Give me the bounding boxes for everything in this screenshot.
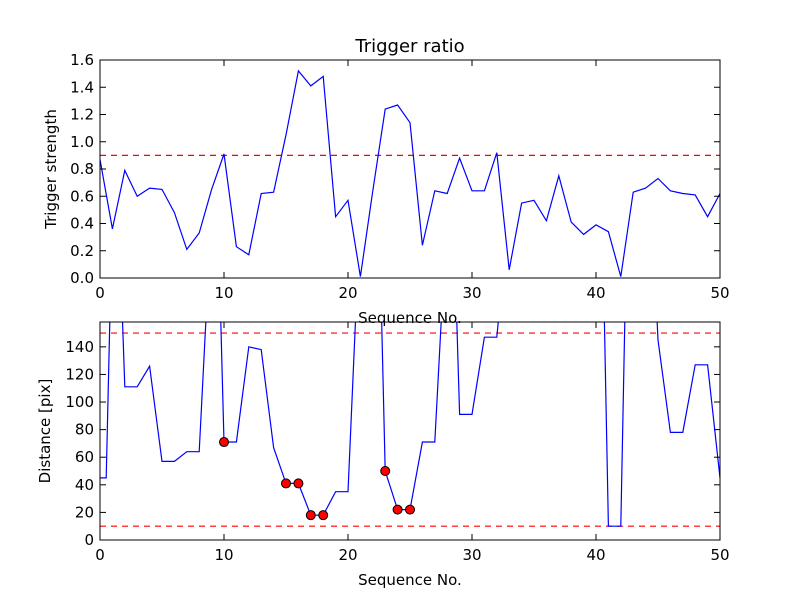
- bottom-axes-frame: [99, 321, 721, 541]
- bottom-plot-area: [100, 322, 720, 527]
- bottom-marker-point: [219, 437, 229, 448]
- top-x-tick-label: 50: [710, 284, 729, 302]
- bottom-chart: 0 10 20 30 40 50 0 20 40 60 80 100 120 140 Sequence N…: [36, 321, 730, 589]
- top-y-tick-label: 1.0: [70, 133, 94, 151]
- bottom-y-tick-label: 80: [75, 421, 94, 439]
- bottom-x-tick-label: 0: [95, 546, 105, 564]
- bottom-marker-point: [293, 478, 304, 489]
- top-chart: Trigger ratio 0 10 20 30 40 50 0.0 0.2 0.4 0.6 0.8…: [42, 36, 730, 327]
- bottom-y-tick-label: 60: [75, 448, 94, 466]
- bottom-series-line: [100, 322, 720, 527]
- top-y-tick-label: 1.4: [70, 78, 94, 96]
- bottom-marker-point: [392, 504, 403, 515]
- top-plot-area: [100, 69, 720, 277]
- top-y-tick-label: 0.0: [70, 269, 94, 287]
- top-ticks: 0 10 20 30 40 50 0.0 0.2 0.4 0.6 0.8 1.0 1.2 1.4 1.6: [70, 51, 729, 302]
- bottom-y-axis-label: Distance [pix]: [36, 379, 54, 484]
- top-x-axis-label: Sequence No.: [358, 309, 462, 327]
- bottom-ticks: 0 10 20 30 40 50 0 20 40 60 80 100 120 140: [65, 322, 730, 564]
- bottom-x-tick-label: 30: [462, 546, 481, 564]
- top-x-tick-label: 10: [214, 284, 233, 302]
- top-chart-title: Trigger ratio: [354, 36, 464, 57]
- top-y-tick-label: 1.2: [70, 106, 94, 124]
- top-series-line: [100, 69, 720, 277]
- bottom-x-axis-label: Sequence No.: [358, 571, 462, 589]
- bottom-x-tick-label: 20: [338, 546, 357, 564]
- bottom-y-tick-label: 100: [65, 393, 94, 411]
- top-x-tick-label: 0: [95, 284, 105, 302]
- top-y-tick-label: 0.6: [70, 187, 94, 205]
- bottom-y-tick-label: 140: [65, 338, 94, 356]
- top-y-tick-label: 1.6: [70, 51, 94, 69]
- bottom-y-tick-label: 120: [65, 365, 94, 383]
- top-y-tick-label: 0.8: [70, 160, 94, 178]
- bottom-marker-point: [380, 466, 391, 477]
- bottom-marker-point: [405, 504, 415, 515]
- bottom-marker-point: [305, 510, 316, 521]
- top-y-axis-label: Trigger strength: [42, 109, 60, 230]
- bottom-marker-point: [318, 510, 329, 521]
- top-y-tick-label: 0.2: [70, 242, 94, 260]
- bottom-marker-point: [281, 478, 291, 489]
- top-x-tick-label: 30: [462, 284, 481, 302]
- top-x-tick-label: 20: [338, 284, 357, 302]
- bottom-x-tick-label: 10: [214, 546, 233, 564]
- top-x-tick-label: 40: [586, 284, 605, 302]
- top-y-tick-label: 0.4: [70, 215, 94, 233]
- bottom-y-tick-label: 20: [75, 503, 94, 521]
- bottom-y-tick-label: 40: [75, 476, 94, 494]
- bottom-x-tick-label: 50: [710, 546, 729, 564]
- bottom-x-tick-label: 40: [586, 546, 605, 564]
- bottom-y-tick-label: 0: [84, 531, 94, 549]
